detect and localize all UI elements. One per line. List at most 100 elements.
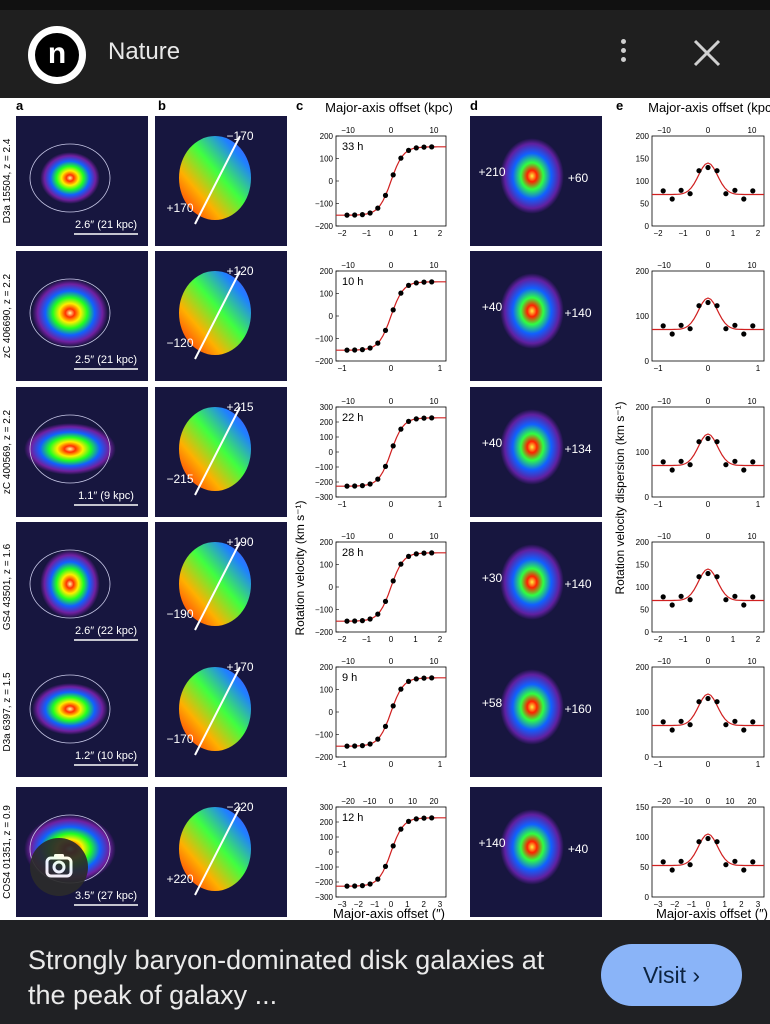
y-tick-label: 200 <box>636 403 650 412</box>
data-point-e <box>687 326 693 332</box>
y-tick-label: −100 <box>315 335 334 344</box>
bottom-tick-label: −3 <box>337 900 347 909</box>
data-point-c <box>406 678 412 685</box>
data-point-c <box>344 347 350 353</box>
visit-button[interactable]: Visit › <box>601 944 742 1006</box>
galaxy-label: D3a 6397, z = 1.5 <box>2 672 13 752</box>
top-tick-label: 0 <box>706 532 711 541</box>
dispersion-label-d: +134 <box>564 442 591 456</box>
data-point-c <box>375 476 381 482</box>
top-tick-label: 20 <box>430 797 439 806</box>
top-tick-label: −10 <box>341 657 355 666</box>
galaxy-map-a <box>40 152 100 204</box>
data-point-c <box>359 483 365 489</box>
data-point-e <box>750 323 756 329</box>
model-curve-e <box>652 433 764 467</box>
data-point-c <box>382 327 389 333</box>
y-tick-label: 0 <box>329 312 334 321</box>
galaxy-map-a <box>32 279 108 347</box>
top-tick-label: 0 <box>706 126 711 135</box>
top-tick-label: −10 <box>341 126 355 135</box>
bottom-axis-title-c: Major-axis offset (″) <box>333 906 445 920</box>
data-point-c <box>413 145 419 151</box>
bottom-tick-label: 2 <box>421 900 426 909</box>
figure-image[interactable]: a b c d e Major-axis offset (kpc) Major-axis o… <box>0 98 770 920</box>
data-point-e <box>660 594 666 600</box>
data-point-e <box>750 188 756 194</box>
bottom-tick-label: 1 <box>756 760 761 769</box>
data-point-e <box>696 303 702 309</box>
bottom-tick-label: 0 <box>389 635 394 644</box>
data-point-c <box>344 618 350 624</box>
data-point-c <box>367 616 373 622</box>
contour-a <box>29 143 111 213</box>
integration-time-label: 28 h <box>342 547 363 559</box>
y-tick-label: 150 <box>636 561 650 570</box>
bottom-tick-label: 0 <box>389 364 394 373</box>
dispersion-label-d: +58 <box>482 696 503 710</box>
dispersion-profile-plot <box>651 270 765 362</box>
data-point-c <box>406 282 412 288</box>
y-tick-label: 300 <box>320 403 334 412</box>
data-point-e <box>741 867 747 873</box>
data-point-c <box>398 426 404 432</box>
data-point-c <box>421 550 427 556</box>
integration-time-label: 9 h <box>342 672 357 684</box>
y-tick-label: −300 <box>315 893 334 902</box>
bottom-tick-label: −1 <box>362 229 372 238</box>
data-point-e <box>741 602 747 608</box>
close-icon[interactable] <box>690 36 724 70</box>
data-point-e <box>741 196 747 202</box>
ylabel-e: Rotation velocity dispersion (km s⁻¹) <box>613 401 627 594</box>
bottom-tick-label: −2 <box>337 229 347 238</box>
data-point-e <box>660 459 666 465</box>
data-point-c <box>429 675 435 681</box>
data-point-e <box>660 323 666 329</box>
data-point-e <box>696 439 702 445</box>
velocity-label-b: −170 <box>226 129 253 143</box>
data-point-c <box>413 551 419 557</box>
site-name[interactable]: Nature <box>108 38 181 65</box>
nature-logo-icon[interactable]: n <box>28 26 86 84</box>
data-point-c <box>367 345 373 351</box>
data-point-c <box>398 290 404 296</box>
data-point-c <box>406 818 412 825</box>
bottom-tick-label: 0 <box>389 500 394 509</box>
image-caption-title[interactable]: Strongly baryon-dominated disk galaxies … <box>28 945 545 1010</box>
bottom-tick-label: 0 <box>706 760 711 769</box>
y-tick-label: 50 <box>640 200 649 209</box>
top-tick-label: 10 <box>430 126 439 135</box>
data-point-c <box>344 483 350 489</box>
data-point-c <box>429 144 435 150</box>
top-axis-title-e: Major-axis offset (kpc) <box>648 100 770 115</box>
dispersion-profile-plot <box>651 806 765 898</box>
dispersion-profile-plot <box>651 135 765 227</box>
bottom-tick-label: −2 <box>653 229 663 238</box>
top-tick-label: 0 <box>706 797 711 806</box>
app-bar: n Nature <box>0 0 770 98</box>
bottom-tick-label: 0 <box>389 760 394 769</box>
y-tick-label: −200 <box>315 878 334 887</box>
bottom-tick-label: 1 <box>756 364 761 373</box>
data-point-c <box>359 347 365 353</box>
google-lens-icon[interactable] <box>30 838 88 896</box>
y-tick-label: −200 <box>315 478 334 487</box>
data-point-c <box>375 340 381 346</box>
data-point-c <box>359 883 365 889</box>
velocity-label-b: +170 <box>226 660 253 674</box>
bottom-tick-label: 2 <box>739 900 744 909</box>
data-point-e <box>723 862 729 868</box>
data-point-c <box>390 843 396 849</box>
data-point-e <box>750 719 756 725</box>
data-point-c <box>421 279 427 285</box>
data-point-c <box>406 147 412 153</box>
more-vert-icon[interactable] <box>612 36 634 72</box>
bottom-tick-label: 3 <box>756 900 761 909</box>
data-point-e <box>687 462 693 468</box>
integration-time-label: 10 h <box>342 276 363 288</box>
dispersion-label-d: +160 <box>564 702 591 716</box>
y-tick-label: 100 <box>320 155 334 164</box>
status-strip <box>0 0 770 10</box>
y-tick-label: 100 <box>636 708 650 717</box>
galaxy-label: zC 406690, z = 2.2 <box>2 273 13 358</box>
